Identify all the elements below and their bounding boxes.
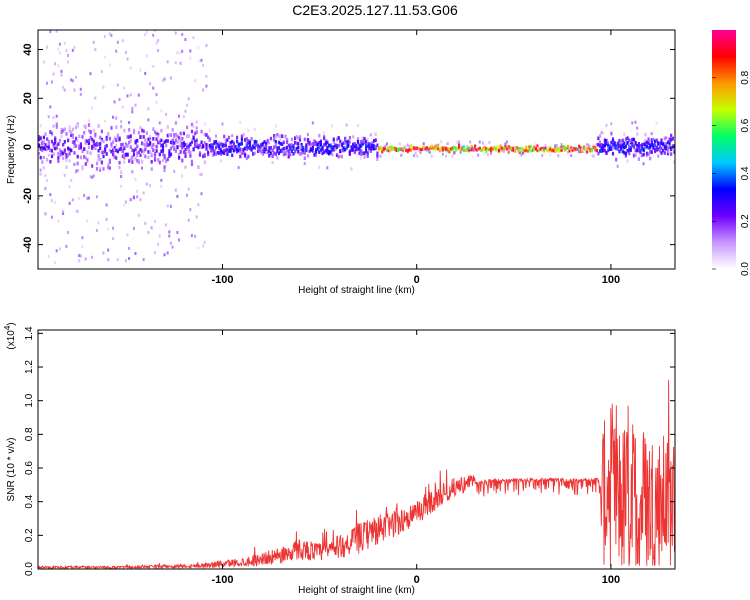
y-tick-label: 20 <box>22 92 34 104</box>
colorbar-tick-label: 0.8 <box>740 70 750 84</box>
x-tick-label: -100 <box>211 574 233 586</box>
colorbar-gradient <box>712 30 736 269</box>
colorbar-tick-label: 0.2 <box>740 214 750 228</box>
y-tick-label: 1.0 <box>24 393 35 407</box>
x-tick-label: -100 <box>211 274 233 286</box>
y-multiplier: (x104) <box>3 322 17 349</box>
spectrogram-cells <box>38 30 675 265</box>
x-tick-label: 100 <box>602 574 620 586</box>
x-tick-label: 0 <box>414 574 420 586</box>
snr-frame <box>37 329 676 570</box>
x-axis-label: Height of straight line (km) <box>298 285 415 296</box>
y-tick-label: -40 <box>22 237 34 253</box>
y-tick-label: 40 <box>22 43 34 55</box>
y-tick-label: 1.4 <box>24 326 35 340</box>
chart-title: C2E3.2025.127.11.53.G06 <box>292 2 458 18</box>
y-tick-label: 0 <box>22 144 34 150</box>
colorbar-tick-label: 0.4 <box>740 166 750 180</box>
spectrogram-plot: -100 0 100 -40 -20 0 20 40 Height of straight li… <box>6 29 676 296</box>
colorbar-tick-label: 0.0 <box>740 262 750 276</box>
x-tick-label: 100 <box>602 274 620 286</box>
y-axis-label: SNR (10 * v/v) <box>6 438 17 502</box>
x-tick-label: 0 <box>414 274 420 286</box>
y-tick-label: 1.2 <box>24 360 35 374</box>
snr-plot: -100 0 100 0.0 0.2 0.4 0.6 0.8 1.0 1.2 1.4 Height o… <box>3 322 676 596</box>
x-axis-label: Height of straight line (km) <box>298 585 415 596</box>
y-tick-label: 0.6 <box>24 461 35 475</box>
spectrogram-frame <box>37 29 676 270</box>
y-tick-label: 0.8 <box>24 427 35 441</box>
colorbar: 0.00.20.40.60.8Normalized spectral ampli… <box>712 30 750 276</box>
y-tick-label: 0.0 <box>24 562 35 576</box>
y-tick-label: -20 <box>22 188 34 204</box>
snr-line <box>38 380 675 569</box>
colorbar-tick-label: 0.6 <box>740 118 750 132</box>
y-axis-label: Frequency (Hz) <box>6 115 17 184</box>
y-tick-label: 0.2 <box>24 528 35 542</box>
y-tick-label: 0.4 <box>24 494 35 508</box>
